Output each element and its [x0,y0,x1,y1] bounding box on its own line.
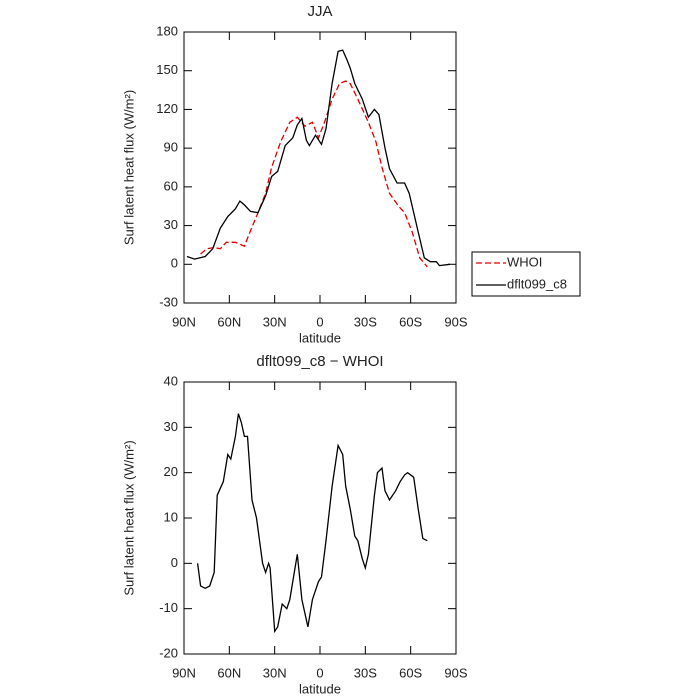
x-tick-label: 0 [316,665,323,680]
x-tick-label: 30N [263,665,287,680]
x-tick-label: 0 [316,314,323,329]
legend-label: WHOI [507,254,542,269]
chart-title: dflt099_c8 − WHOI [256,353,383,370]
y-tick-label: -30 [159,294,178,309]
y-tick-label: 30 [164,217,178,232]
y-tick-label: 90 [164,140,178,155]
y-tick-label: -10 [159,600,178,615]
y-axis-label: Surf latent heat flux (W/m²) [121,90,136,245]
x-axis-label: latitude [299,681,341,696]
y-tick-label: 120 [156,101,178,116]
x-tick-label: 30S [354,314,377,329]
x-axis-label: latitude [299,330,341,345]
x-tick-label: 60S [399,665,422,680]
x-tick-label: 90N [172,665,196,680]
plot-frame [183,381,457,655]
x-tick-label: 30N [263,314,287,329]
data-line [200,80,428,268]
y-tick-label: 60 [164,178,178,193]
x-tick-label: 60N [217,665,241,680]
y-tick-label: 180 [156,23,178,38]
x-tick-label: 90S [444,665,467,680]
y-tick-label: 0 [171,256,178,271]
x-tick-label: 60S [399,314,422,329]
x-tick-label: 30S [354,665,377,680]
y-tick-label: -20 [159,645,178,660]
y-tick-label: 20 [164,464,178,479]
chart-title: JJA [307,3,332,20]
y-tick-label: 30 [164,419,178,434]
y-tick-label: 40 [164,373,178,388]
x-tick-label: 90N [172,314,196,329]
x-tick-label: 60N [217,314,241,329]
y-tick-label: 0 [171,555,178,570]
data-line [196,413,428,634]
x-tick-label: 90S [444,314,467,329]
y-tick-label: 150 [156,62,178,77]
plot-frame [183,31,457,304]
legend-box [471,251,581,297]
data-line [186,49,451,267]
y-tick-label: 10 [164,509,178,524]
legend-label: dflt099_c8 [507,276,567,291]
y-axis-label: Surf latent heat flux (W/m²) [121,440,136,595]
